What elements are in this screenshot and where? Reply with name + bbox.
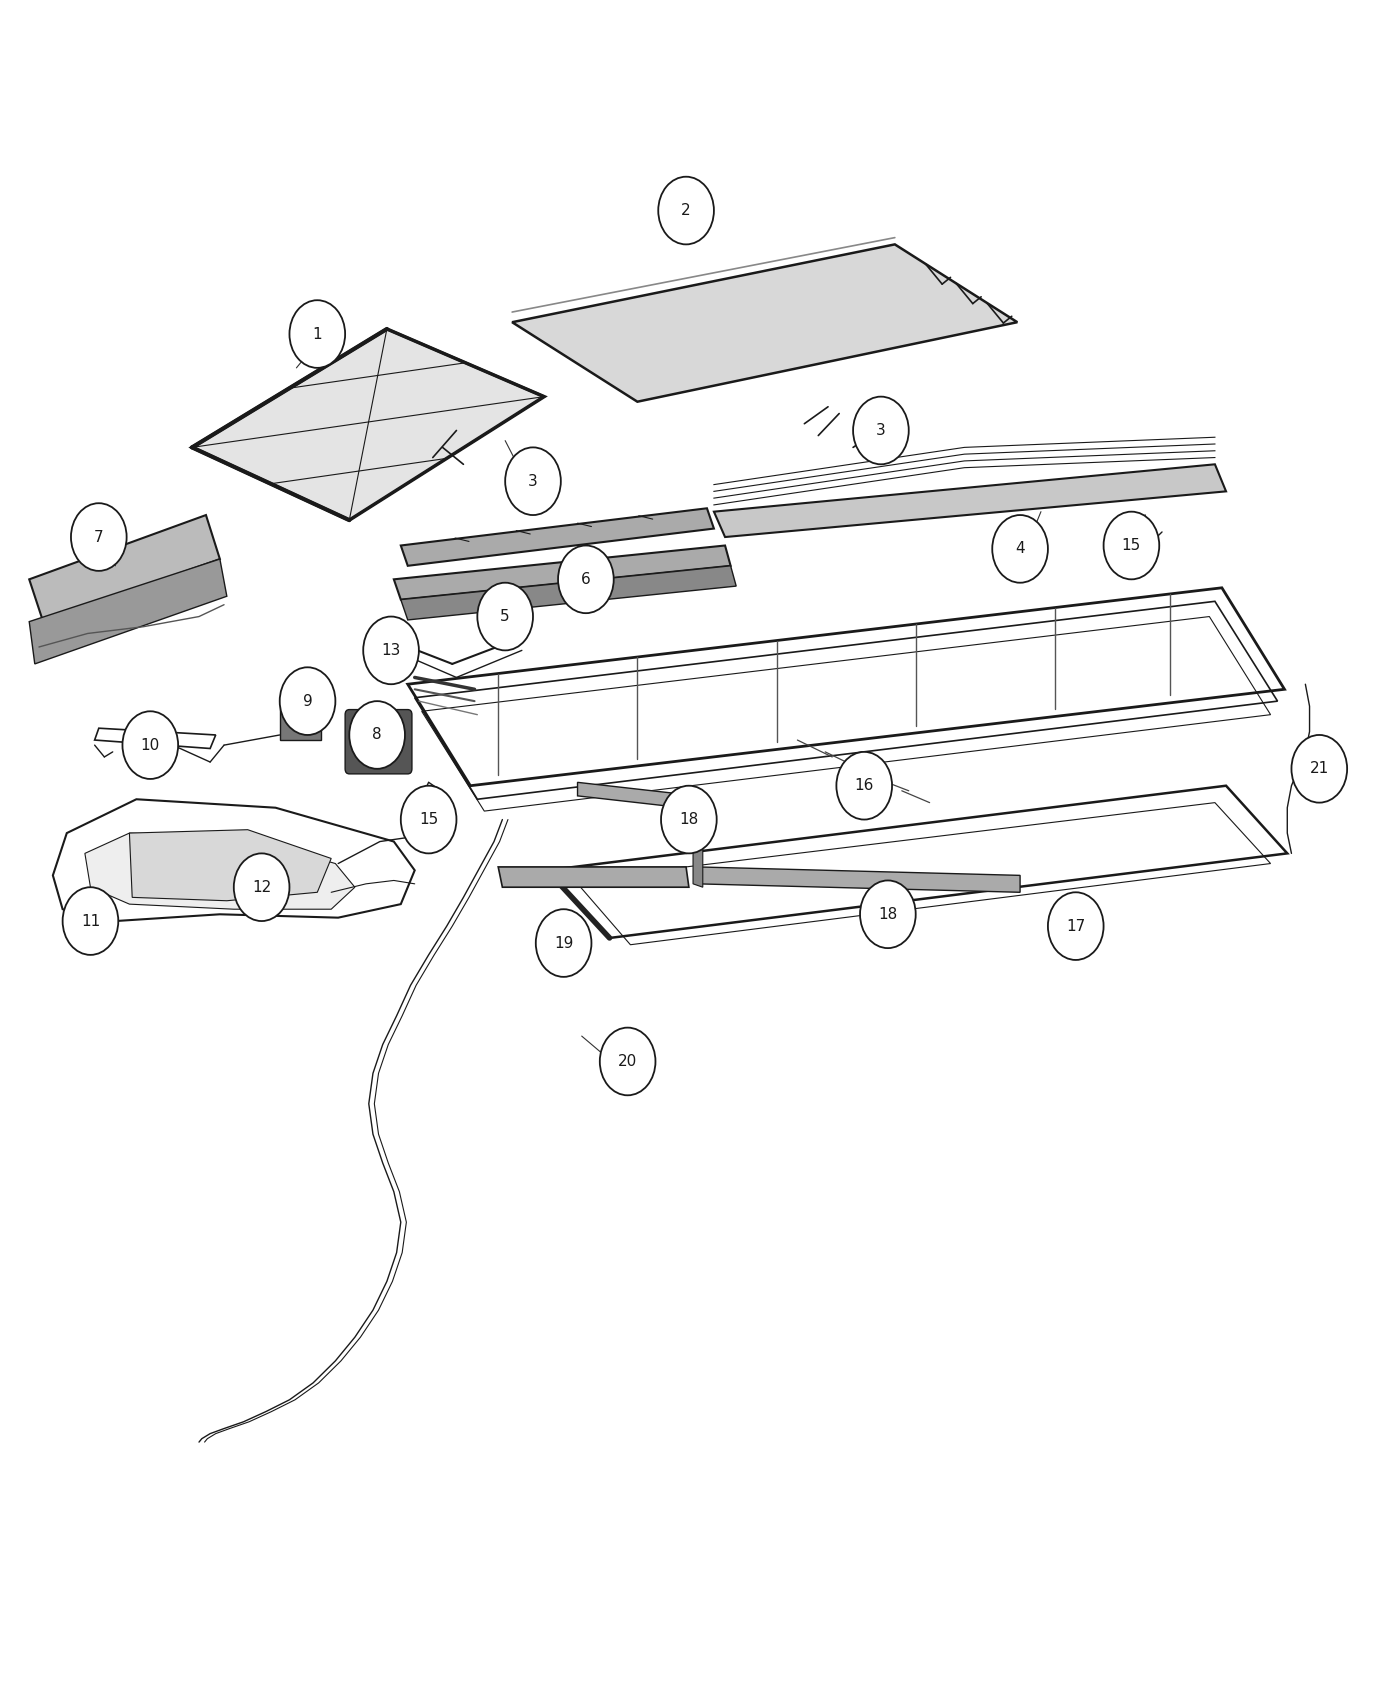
Circle shape [400, 785, 456, 853]
Circle shape [1103, 512, 1159, 580]
Text: 8: 8 [372, 728, 382, 743]
Text: 16: 16 [854, 779, 874, 794]
Text: 5: 5 [500, 609, 510, 624]
Text: 2: 2 [682, 202, 690, 218]
Circle shape [993, 515, 1049, 583]
Text: 19: 19 [554, 935, 574, 950]
Polygon shape [129, 830, 332, 901]
Polygon shape [400, 566, 736, 620]
Circle shape [536, 910, 591, 977]
Circle shape [234, 853, 290, 921]
Circle shape [860, 881, 916, 949]
Circle shape [122, 711, 178, 779]
Text: 10: 10 [140, 738, 160, 753]
Polygon shape [393, 546, 731, 600]
Text: 1: 1 [312, 326, 322, 342]
Polygon shape [512, 245, 1018, 401]
Circle shape [1291, 734, 1347, 802]
Text: 6: 6 [581, 571, 591, 586]
Circle shape [477, 583, 533, 651]
Polygon shape [85, 833, 354, 910]
FancyBboxPatch shape [346, 709, 412, 774]
Circle shape [836, 751, 892, 819]
Circle shape [290, 301, 346, 367]
Text: 11: 11 [81, 913, 99, 928]
Circle shape [661, 785, 717, 853]
Circle shape [599, 1027, 655, 1095]
Text: 15: 15 [419, 813, 438, 828]
Text: 4: 4 [1015, 541, 1025, 556]
Text: 7: 7 [94, 529, 104, 544]
Text: 9: 9 [302, 694, 312, 709]
Circle shape [505, 447, 561, 515]
Text: 15: 15 [1121, 537, 1141, 553]
Circle shape [853, 396, 909, 464]
Circle shape [280, 668, 336, 734]
Circle shape [363, 617, 419, 683]
Circle shape [71, 503, 126, 571]
Polygon shape [697, 867, 1021, 892]
Text: 17: 17 [1067, 918, 1085, 933]
Text: 3: 3 [876, 423, 886, 439]
Polygon shape [400, 508, 714, 566]
Polygon shape [498, 867, 689, 887]
Bar [280, 697, 322, 740]
Circle shape [350, 700, 405, 768]
Polygon shape [714, 464, 1226, 537]
Polygon shape [29, 559, 227, 665]
Text: 18: 18 [878, 906, 897, 921]
Polygon shape [693, 796, 703, 887]
Polygon shape [29, 515, 220, 622]
Text: 20: 20 [617, 1054, 637, 1069]
Circle shape [559, 546, 613, 614]
Text: 3: 3 [528, 474, 538, 488]
Text: 21: 21 [1309, 762, 1329, 777]
Text: 13: 13 [381, 643, 400, 658]
Circle shape [658, 177, 714, 245]
Circle shape [63, 887, 118, 955]
Polygon shape [192, 330, 545, 520]
Circle shape [1049, 892, 1103, 960]
Text: 18: 18 [679, 813, 699, 828]
Text: 12: 12 [252, 879, 272, 894]
Polygon shape [578, 782, 697, 809]
